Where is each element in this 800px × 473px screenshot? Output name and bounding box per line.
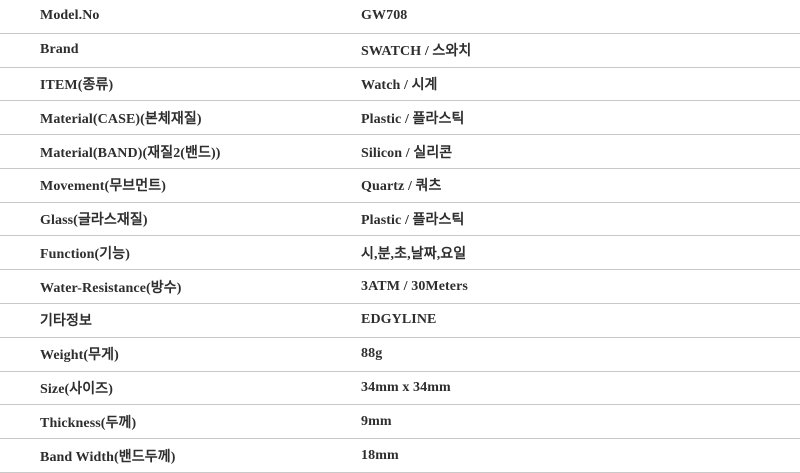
spec-value: Plastic / 플라스틱 (361, 111, 465, 127)
table-row: Glass(글라스재질) Plastic / 플라스틱 (0, 203, 800, 237)
spec-label: Size(사이즈) (40, 381, 113, 397)
spec-label: Water-Resistance(방수) (40, 280, 182, 296)
table-row: Model.No GW708 (0, 0, 800, 34)
table-row: Band Width(밴드두께) 18mm (0, 439, 800, 473)
spec-value: 34mm x 34mm (361, 379, 451, 395)
spec-label: Material(CASE)(본체재질) (40, 111, 202, 127)
table-row: Function(기능) 시,분,초,날짜,요일 (0, 236, 800, 271)
spec-value: Plastic / 플라스틱 (361, 213, 465, 229)
table-row: Material(BAND)(재질2(밴드)) Silicon / 실리콘 (0, 135, 800, 169)
spec-label: Band Width(밴드두께) (40, 449, 176, 465)
table-row: Size(사이즈) 34mm x 34mm (0, 372, 800, 406)
spec-value: Quartz / 쿼츠 (361, 179, 442, 195)
table-row: Thickness(두께) 9mm (0, 405, 800, 440)
spec-label: Glass(글라스재질) (40, 213, 148, 229)
table-row: Brand SWATCH / 스와치 (0, 34, 800, 68)
spec-label: Weight(무게) (40, 348, 119, 364)
spec-value: Silicon / 실리콘 (361, 145, 453, 161)
spec-value: 18mm (361, 447, 399, 463)
spec-label: Model.No (40, 8, 100, 24)
spec-label: Function(기능) (40, 246, 130, 262)
table-row: Material(CASE)(본체재질) Plastic / 플라스틱 (0, 101, 800, 136)
spec-label: Thickness(두께) (40, 415, 137, 431)
spec-value: EDGYLINE (361, 312, 437, 328)
spec-label: Movement(무브먼트) (40, 179, 166, 195)
table-row: Weight(무게) 88g (0, 338, 800, 372)
spec-value: GW708 (361, 8, 408, 24)
table-row: Water-Resistance(방수) 3ATM / 30Meters (0, 270, 800, 305)
spec-value: 시,분,초,날짜,요일 (361, 246, 467, 262)
table-row: 기타정보 EDGYLINE (0, 304, 800, 338)
spec-value: 3ATM / 30Meters (361, 278, 468, 294)
spec-value: 88g (361, 346, 383, 362)
spec-value: Watch / 시계 (361, 77, 438, 93)
spec-label: 기타정보 (40, 314, 92, 330)
spec-label: Brand (40, 42, 79, 58)
spec-value: SWATCH / 스와치 (361, 44, 472, 60)
spec-value: 9mm (361, 413, 392, 429)
spec-label: ITEM(종류) (40, 77, 114, 93)
spec-label: Material(BAND)(재질2(밴드)) (40, 145, 221, 161)
table-row: Movement(무브먼트) Quartz / 쿼츠 (0, 169, 800, 203)
table-row: ITEM(종류) Watch / 시계 (0, 68, 800, 102)
